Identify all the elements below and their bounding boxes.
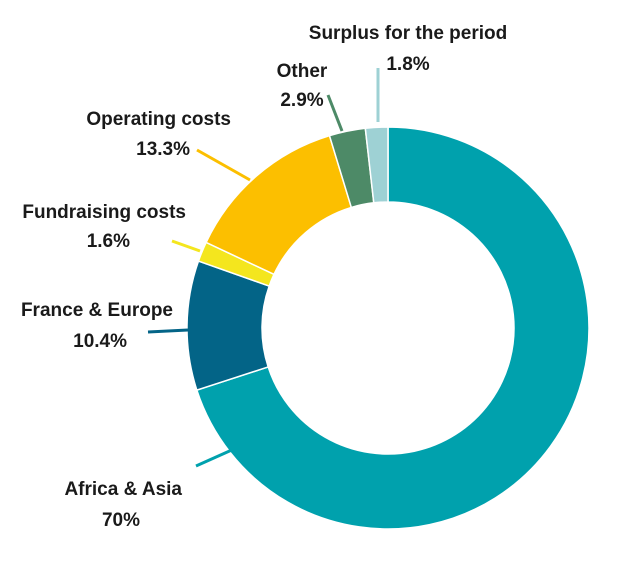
slice-surplus-for-the-period	[364, 126, 389, 204]
slice-africa-asia	[195, 126, 590, 530]
slice-label-other-name: Other	[277, 61, 328, 82]
slice-label-surplus-name: Surplus for the period	[309, 23, 507, 44]
slice-label-fundraising-name: Fundraising costs	[22, 202, 186, 223]
slice-label-france-value: 10.4%	[73, 331, 127, 352]
leader-line-africa-asia	[195, 447, 235, 468]
slice-label-france-name: France & Europe	[21, 300, 173, 321]
leader-line-fundraising-costs	[171, 239, 201, 253]
slice-label-africa-value: 70%	[102, 510, 140, 531]
leader-line-france-europe	[147, 328, 189, 334]
slice-label-surplus-value: 1.8%	[386, 54, 429, 75]
slices-layer	[186, 126, 590, 530]
slice-label-other-value: 2.9%	[280, 90, 323, 111]
slice-label-operating-value: 13.3%	[136, 139, 190, 160]
slice-label-operating-name: Operating costs	[86, 109, 231, 130]
slice-label-fundraising-value: 1.6%	[87, 231, 130, 252]
leader-line-other	[326, 94, 344, 132]
leader-line-operating-costs	[196, 148, 251, 182]
leader-lines-layer	[147, 68, 380, 468]
slice-label-africa-name: Africa & Asia	[64, 479, 182, 500]
